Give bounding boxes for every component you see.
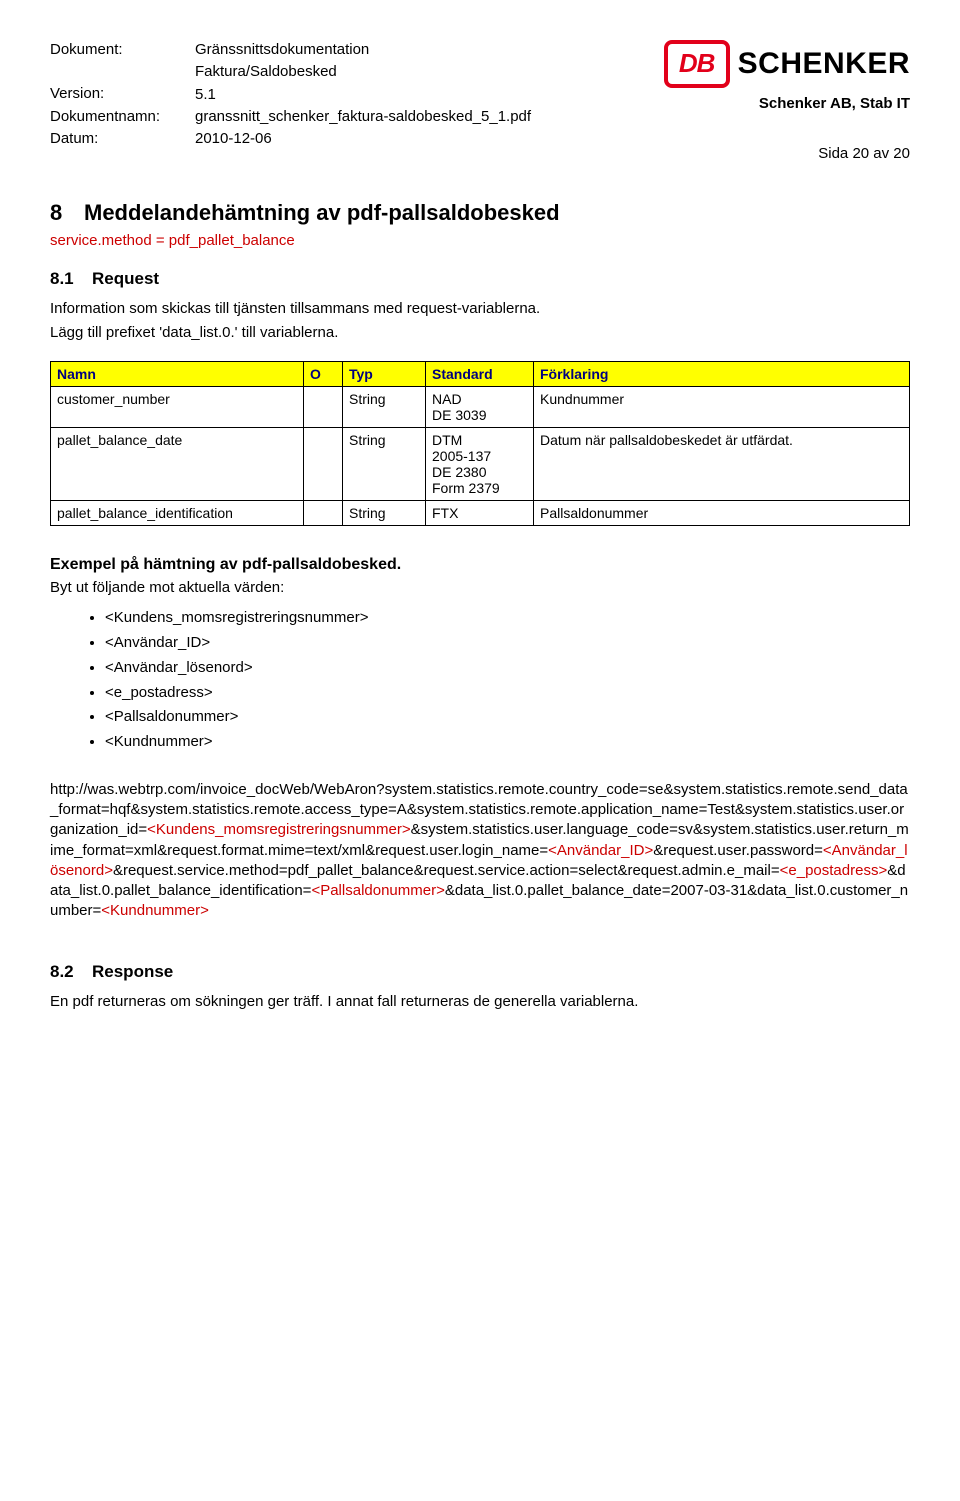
cell-typ: String bbox=[343, 501, 426, 526]
section-8-1-title: Request bbox=[92, 269, 159, 288]
section-8-1-intro-1: Information som skickas till tjänsten ti… bbox=[50, 299, 910, 319]
logo: DB SCHENKER bbox=[630, 40, 910, 88]
section-8-2-text: En pdf returneras om sökningen ger träff… bbox=[50, 992, 910, 1012]
table-header-row: Namn O Typ Standard Förklaring bbox=[51, 362, 910, 387]
list-item: <Pallsaldonummer> bbox=[105, 705, 910, 730]
list-item: <Användar_ID> bbox=[105, 631, 910, 656]
cell-standard: NADDE 3039 bbox=[426, 387, 534, 428]
th-o: O bbox=[304, 362, 343, 387]
list-item: <Användar_lösenord> bbox=[105, 656, 910, 681]
label-dokument: Dokument: bbox=[50, 40, 195, 60]
th-standard: Standard bbox=[426, 362, 534, 387]
list-item: <e_postadress> bbox=[105, 681, 910, 706]
section-8-1-intro-2: Lägg till prefixet 'data_list.0.' till v… bbox=[50, 323, 910, 343]
header-right: DB SCHENKER Schenker AB, Stab IT Sida 20… bbox=[630, 40, 910, 165]
db-logo-icon: DB bbox=[664, 40, 730, 88]
section-8-2-num: 8.2 bbox=[50, 962, 92, 982]
value-dokument-2: Faktura/Saldobesked bbox=[195, 62, 630, 82]
th-namn: Namn bbox=[51, 362, 304, 387]
doc-header: Dokument: Version: Dokumentnamn: Datum: … bbox=[50, 40, 910, 165]
value-dokumentnamn: granssnitt_schenker_faktura-saldobesked_… bbox=[195, 107, 630, 127]
value-datum: 2010-12-06 bbox=[195, 129, 630, 149]
section-8-2-heading: 8.2Response bbox=[50, 962, 910, 982]
url-text: &request.service.method=pdf_pallet_balan… bbox=[113, 862, 780, 879]
url-text: &request.user.password= bbox=[653, 842, 823, 859]
section-8-title: Meddelandehämtning av pdf-pallsaldobeske… bbox=[84, 200, 560, 225]
example-heading: Exempel på hämtning av pdf-pallsaldobesk… bbox=[50, 556, 910, 574]
page-number: Sida 20 av 20 bbox=[630, 144, 910, 164]
label-dokumentnamn: Dokumentnamn: bbox=[50, 107, 195, 127]
section-8-heading: 8Meddelandehämtning av pdf-pallsaldobesk… bbox=[50, 200, 910, 226]
cell-typ: String bbox=[343, 387, 426, 428]
cell-forklaring: Pallsaldonummer bbox=[534, 501, 910, 526]
url-placeholder: <e_postadress> bbox=[780, 862, 888, 879]
cell-namn: pallet_balance_identification bbox=[51, 501, 304, 526]
value-version: 5.1 bbox=[195, 85, 630, 105]
url-placeholder: <Kundens_momsregistreringsnummer> bbox=[147, 821, 410, 838]
example-bytut: Byt ut följande mot aktuella värden: bbox=[50, 578, 910, 598]
service-method: service.method = pdf_pallet_balance bbox=[50, 232, 910, 249]
th-typ: Typ bbox=[343, 362, 426, 387]
url-block: http://was.webtrp.com/invoice_docWeb/Web… bbox=[50, 780, 910, 922]
url-placeholder: <Pallsaldonummer> bbox=[311, 882, 444, 899]
th-forklaring: Förklaring bbox=[534, 362, 910, 387]
header-values: Gränssnittsdokumentation Faktura/Saldobe… bbox=[195, 40, 630, 165]
label-version: Version: bbox=[50, 84, 195, 104]
cell-typ: String bbox=[343, 428, 426, 501]
cell-o bbox=[304, 501, 343, 526]
list-item: <Kundnummer> bbox=[105, 730, 910, 755]
table-row: customer_number StringNADDE 3039Kundnumme… bbox=[51, 387, 910, 428]
cell-namn: pallet_balance_date bbox=[51, 428, 304, 501]
table-row: pallet_balance_date StringDTM2005-137DE 2… bbox=[51, 428, 910, 501]
table-row: pallet_balance_identification StringFTXPa… bbox=[51, 501, 910, 526]
cell-o bbox=[304, 428, 343, 501]
schenker-wordmark: SCHENKER bbox=[738, 44, 910, 85]
url-placeholder: <Kundnummer> bbox=[101, 902, 209, 919]
section-8-num: 8 bbox=[50, 200, 84, 226]
stab-it: Schenker AB, Stab IT bbox=[630, 94, 910, 114]
section-8-1-num: 8.1 bbox=[50, 269, 92, 289]
cell-standard: DTM2005-137DE 2380Form 2379 bbox=[426, 428, 534, 501]
list-item: <Kundens_momsregistreringsnummer> bbox=[105, 606, 910, 631]
section-8-1-heading: 8.1Request bbox=[50, 269, 910, 289]
cell-namn: customer_number bbox=[51, 387, 304, 428]
cell-o bbox=[304, 387, 343, 428]
value-dokument-1: Gränssnittsdokumentation bbox=[195, 40, 630, 60]
request-table: Namn O Typ Standard Förklaring customer_… bbox=[50, 361, 910, 526]
label-datum: Datum: bbox=[50, 129, 195, 149]
example-bullets: <Kundens_momsregistreringsnummer><Använd… bbox=[50, 606, 910, 755]
cell-forklaring: Kundnummer bbox=[534, 387, 910, 428]
url-placeholder: <Användar_ID> bbox=[548, 842, 653, 859]
cell-standard: FTX bbox=[426, 501, 534, 526]
section-8-2-title: Response bbox=[92, 962, 173, 981]
cell-forklaring: Datum när pallsaldobeskedet är utfärdat. bbox=[534, 428, 910, 501]
header-labels: Dokument: Version: Dokumentnamn: Datum: bbox=[50, 40, 195, 165]
